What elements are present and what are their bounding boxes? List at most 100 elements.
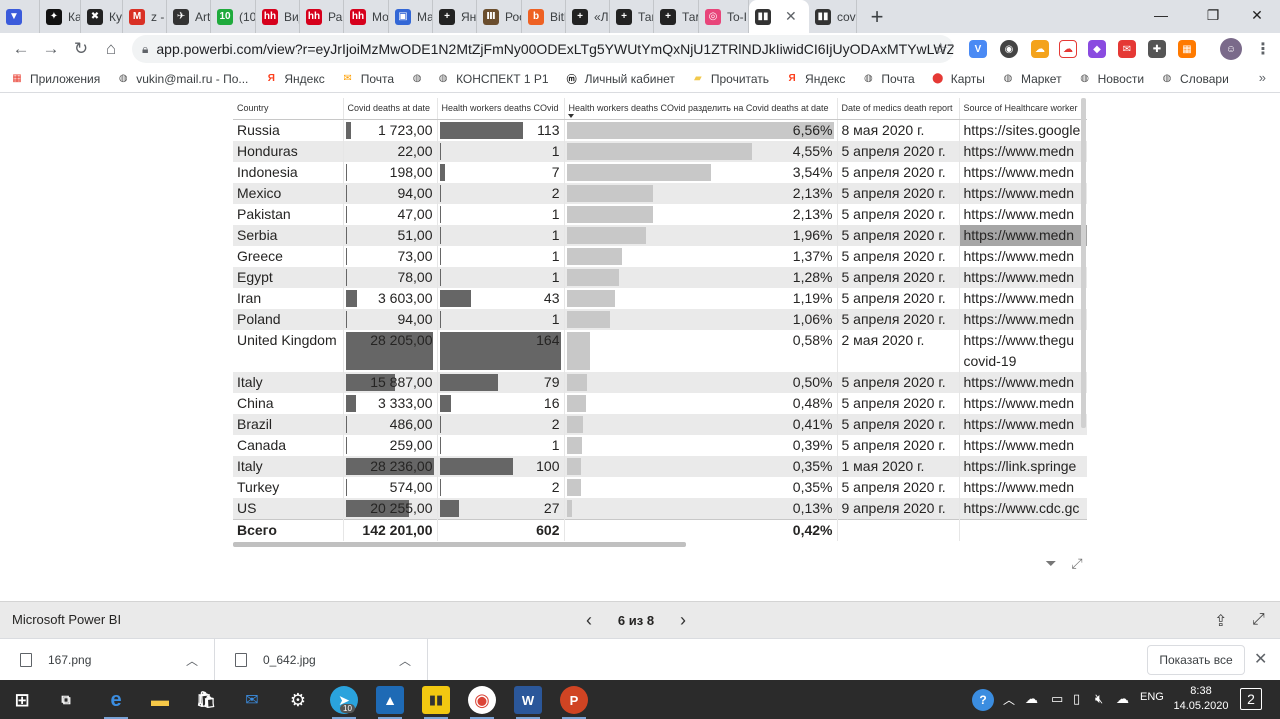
- powerbi-desktop-icon[interactable]: ▮▮: [422, 686, 450, 719]
- country-cell[interactable]: Turkey: [233, 476, 344, 498]
- network-icon[interactable]: ▭: [1051, 691, 1064, 706]
- column-header-report-date[interactable]: Date of medics death report: [837, 98, 960, 120]
- column-header-source[interactable]: Source of Healthcare worker: [959, 98, 1087, 120]
- health-workers-deaths-cell[interactable]: 1: [437, 266, 565, 288]
- covid-deaths-cell[interactable]: 51,00: [343, 224, 438, 246]
- bookmark-item[interactable]: ◍ Словари: [1160, 72, 1229, 86]
- table-visual[interactable]: Country Covid deaths at date Health work…: [233, 98, 1087, 543]
- covid-deaths-cell[interactable]: 486,00: [343, 413, 438, 435]
- country-cell[interactable]: Russia: [233, 119, 344, 141]
- restore-icon[interactable]: ❐: [1206, 6, 1220, 23]
- report-date-cell[interactable]: 5 апреля 2020 г.: [837, 140, 960, 162]
- health-workers-deaths-cell[interactable]: 16: [437, 392, 565, 414]
- table-row[interactable]: Greece 73,00 1 1,37% 5 апреля 2020 г. https:/…: [233, 245, 1087, 267]
- chevron-up-icon[interactable]: ︿: [185, 653, 198, 668]
- tab[interactable]: + Янд: [433, 0, 477, 33]
- tab[interactable]: hh Мо: [344, 0, 389, 33]
- bookmark-item[interactable]: ▦ Приложения: [10, 72, 100, 86]
- table-row[interactable]: Turkey 574,00 2 0,35% 5 апреля 2020 г. https:…: [233, 476, 1087, 498]
- report-date-cell[interactable]: 5 апреля 2020 г.: [837, 224, 960, 246]
- download-item[interactable]: 167.png ︿: [0, 639, 215, 681]
- covid-deaths-cell[interactable]: 73,00: [343, 245, 438, 267]
- report-date-cell[interactable]: 9 апреля 2020 г.: [837, 497, 960, 519]
- table-row[interactable]: Russia 1 723,00 113 6,56% 8 мая 2020 г. https…: [233, 119, 1087, 141]
- show-all-downloads-button[interactable]: Показать все: [1147, 645, 1245, 675]
- ratio-cell[interactable]: 0,13%: [564, 497, 838, 519]
- bookmark-item[interactable]: ◍: [410, 72, 430, 86]
- task-view-icon[interactable]: ⧉: [61, 692, 71, 707]
- report-date-cell[interactable]: 5 апреля 2020 г.: [837, 182, 960, 204]
- source-cell[interactable]: https://www.medn: [959, 161, 1087, 183]
- covid-deaths-cell[interactable]: 574,00: [343, 476, 438, 498]
- mail-app-icon[interactable]: ✉: [245, 692, 259, 709]
- edge-icon[interactable]: e: [102, 686, 130, 719]
- bookmark-item[interactable]: ⓜ Личный кабинет: [565, 72, 675, 87]
- menu-dots-icon[interactable]: ⋮: [1255, 41, 1271, 58]
- source-cell[interactable]: https://www.medn: [959, 392, 1087, 414]
- ratio-cell[interactable]: 2,13%: [564, 182, 838, 204]
- new-tab-button[interactable]: +: [870, 3, 884, 29]
- country-cell[interactable]: Egypt: [233, 266, 344, 288]
- health-workers-deaths-cell[interactable]: 1: [437, 245, 565, 267]
- report-date-cell[interactable]: 5 апреля 2020 г.: [837, 476, 960, 498]
- tab[interactable]: + Там: [610, 0, 654, 33]
- report-date-cell[interactable]: 5 апреля 2020 г.: [837, 371, 960, 393]
- source-cell[interactable]: https://www.medn: [959, 308, 1087, 330]
- help-icon[interactable]: ?: [972, 689, 994, 711]
- tab[interactable]: + Там: [654, 0, 699, 33]
- bookmark-item[interactable]: ◍ Маркет: [1001, 72, 1062, 86]
- powerbi-brand[interactable]: Microsoft Power BI: [12, 612, 122, 627]
- extension-mail-icon[interactable]: ✉: [1118, 40, 1136, 58]
- extension-v-icon[interactable]: V: [969, 40, 987, 58]
- country-cell[interactable]: Honduras: [233, 140, 344, 162]
- health-workers-deaths-cell[interactable]: 164: [437, 329, 565, 372]
- cloud-upload-icon[interactable]: ☁: [1116, 691, 1129, 706]
- country-cell[interactable]: Italy: [233, 455, 344, 477]
- country-cell[interactable]: Brazil: [233, 413, 344, 435]
- covid-deaths-cell[interactable]: 22,00: [343, 140, 438, 162]
- health-workers-deaths-cell[interactable]: 1: [437, 224, 565, 246]
- word-icon[interactable]: W: [514, 686, 542, 719]
- tab[interactable]: b Bitly: [522, 0, 566, 33]
- table-row[interactable]: Poland 94,00 1 1,06% 5 апреля 2020 г. https:/…: [233, 308, 1087, 330]
- health-workers-deaths-cell[interactable]: 1: [437, 308, 565, 330]
- covid-deaths-cell[interactable]: 198,00: [343, 161, 438, 183]
- ratio-cell[interactable]: 1,06%: [564, 308, 838, 330]
- table-row[interactable]: Italy 28 236,00 100 0,35% 1 мая 2020 г. https…: [233, 455, 1087, 477]
- country-cell[interactable]: Italy: [233, 371, 344, 393]
- table-row[interactable]: Indonesia 198,00 7 3,54% 5 апреля 2020 г. htt…: [233, 161, 1087, 183]
- tab[interactable]: ▣ Ма: [389, 0, 433, 33]
- covid-deaths-cell[interactable]: 94,00: [343, 308, 438, 330]
- tab[interactable]: hh Раб: [300, 0, 344, 33]
- ratio-cell[interactable]: 6,56%: [564, 119, 838, 141]
- column-header-ratio[interactable]: Health workers deaths COvid разделить на…: [564, 98, 838, 120]
- report-date-cell[interactable]: 2 мая 2020 г.: [837, 329, 960, 372]
- tab[interactable]: ▼: [0, 0, 40, 33]
- source-cell[interactable]: https://www.medn: [959, 434, 1087, 456]
- store-icon[interactable]: 🛍︎: [195, 692, 217, 709]
- system-clock[interactable]: 8:38 14.05.2020: [1172, 684, 1230, 714]
- health-workers-deaths-cell[interactable]: 2: [437, 476, 565, 498]
- report-date-cell[interactable]: 5 апреля 2020 г.: [837, 308, 960, 330]
- language-indicator[interactable]: ENG: [1140, 691, 1164, 703]
- tab[interactable]: Mz - i: [123, 0, 167, 33]
- bookmark-star-icon[interactable]: ☆: [933, 41, 948, 58]
- ratio-cell[interactable]: 0,48%: [564, 392, 838, 414]
- health-workers-deaths-cell[interactable]: 27: [437, 497, 565, 519]
- tab[interactable]: hh Вид: [256, 0, 300, 33]
- health-workers-deaths-cell[interactable]: 2: [437, 182, 565, 204]
- tab[interactable]: 10 (10): [211, 0, 256, 33]
- extension-gradient-icon[interactable]: ◆: [1088, 40, 1106, 58]
- tab[interactable]: ▮▮ cov: [809, 0, 857, 33]
- bookmark-item[interactable]: ◍ Почта: [861, 72, 915, 86]
- source-cell[interactable]: https://www.medn: [959, 266, 1087, 288]
- source-cell[interactable]: https://www.medn: [959, 413, 1087, 435]
- column-header-country[interactable]: Country: [233, 98, 344, 120]
- tab[interactable]: + «Лк: [566, 0, 610, 33]
- table-vertical-scrollbar[interactable]: [1081, 98, 1086, 428]
- tab[interactable]: ✖ Куп: [81, 0, 123, 33]
- filter-icon[interactable]: ⏷: [1045, 554, 1057, 571]
- country-cell[interactable]: United Kingdom: [233, 329, 344, 372]
- source-cell[interactable]: https://link.springe: [959, 455, 1087, 477]
- bookmark-item[interactable]: ◍ vukin@mail.ru - По...: [116, 72, 249, 86]
